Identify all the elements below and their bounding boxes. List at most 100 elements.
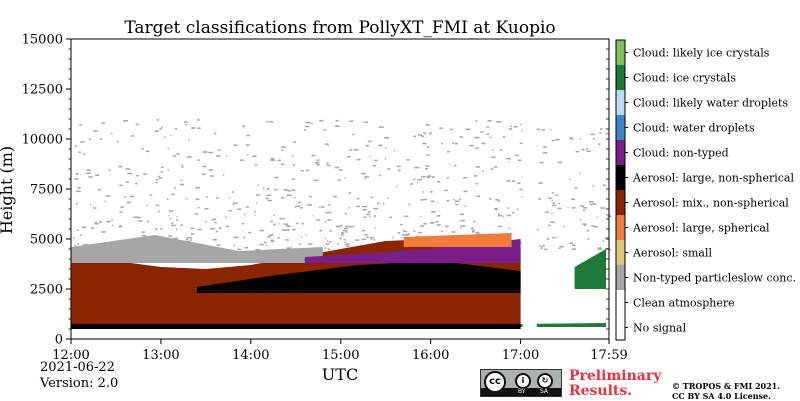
signal-speck xyxy=(233,202,238,204)
signal-speck xyxy=(465,128,470,130)
signal-speck xyxy=(239,248,241,251)
signal-speck xyxy=(552,202,555,205)
signal-speck xyxy=(581,148,585,151)
signal-speck xyxy=(418,231,422,234)
signal-speck xyxy=(459,136,463,138)
signal-speck xyxy=(365,144,370,147)
signal-speck xyxy=(105,195,111,197)
signal-speck xyxy=(244,247,249,249)
legend-label: Aerosol: large, non-spherical xyxy=(632,172,794,185)
signal-speck xyxy=(311,154,316,157)
signal-speck xyxy=(446,176,449,179)
signal-speck xyxy=(171,224,176,227)
signal-speck xyxy=(143,173,147,175)
signal-speck xyxy=(349,225,355,228)
signal-speck xyxy=(430,191,433,193)
signal-speck xyxy=(93,207,97,209)
signal-speck xyxy=(342,229,348,232)
signal-speck xyxy=(245,206,249,208)
signal-speck xyxy=(540,247,543,250)
signal-speck xyxy=(579,138,581,140)
signal-speck xyxy=(118,225,122,228)
signal-speck xyxy=(453,199,455,201)
signal-speck xyxy=(168,235,173,237)
signal-speck xyxy=(174,128,178,130)
signal-speck xyxy=(567,206,569,209)
signal-speck xyxy=(74,244,76,247)
signal-speck xyxy=(78,151,81,153)
signal-speck xyxy=(436,215,441,217)
plot-area xyxy=(71,39,612,339)
signal-speck xyxy=(316,163,320,166)
signal-speck xyxy=(155,204,159,207)
legend-swatch xyxy=(616,165,625,190)
signal-speck xyxy=(216,155,221,157)
signal-speck xyxy=(329,230,332,232)
signal-speck xyxy=(212,218,217,221)
signal-speck xyxy=(286,247,290,249)
signal-speck xyxy=(349,120,354,122)
signal-speck xyxy=(377,202,380,204)
signal-speck xyxy=(271,240,275,242)
signal-speck xyxy=(205,220,207,223)
signal-speck xyxy=(74,178,79,180)
x-tick-label: 17:59 xyxy=(590,348,627,363)
signal-speck xyxy=(265,197,269,200)
signal-speck xyxy=(517,159,522,161)
signal-speck xyxy=(413,178,416,181)
signal-speck xyxy=(158,175,160,178)
signal-speck xyxy=(294,197,296,199)
signal-speck xyxy=(101,231,106,233)
classification-layers xyxy=(71,233,606,329)
signal-speck xyxy=(444,225,449,228)
signal-speck xyxy=(387,168,391,170)
signal-speck xyxy=(571,138,574,141)
signal-speck xyxy=(406,159,410,161)
legend-label: Aerosol: small xyxy=(632,247,712,260)
signal-speck xyxy=(598,143,601,145)
by-label: BY xyxy=(518,388,526,395)
signal-speck xyxy=(266,188,270,190)
signal-speck xyxy=(474,136,480,139)
legend-swatch xyxy=(616,290,625,315)
legend-swatch xyxy=(616,40,625,65)
signal-speck xyxy=(555,194,559,196)
legend-label: Clean atmosphere xyxy=(633,297,735,310)
signal-speck xyxy=(495,199,500,201)
signal-speck xyxy=(138,220,143,222)
signal-speck xyxy=(167,147,170,150)
signal-speck xyxy=(378,126,384,128)
signal-speck xyxy=(452,142,455,144)
signal-speck xyxy=(323,129,326,131)
copyright-notice: © TROPOS & FMI 2021. CC BY SA 4.0 Licens… xyxy=(672,381,780,401)
legend-swatch xyxy=(616,265,625,290)
signal-speck xyxy=(464,205,467,207)
signal-speck xyxy=(603,184,607,187)
signal-speck xyxy=(197,228,202,231)
signal-speck xyxy=(130,135,134,137)
signal-speck xyxy=(586,150,591,152)
signal-speck xyxy=(539,245,542,247)
y-tick-label: 12500 xyxy=(22,83,63,98)
signal-speck xyxy=(141,148,144,150)
signal-speck xyxy=(216,197,219,199)
signal-speck xyxy=(547,224,551,227)
signal-speck xyxy=(240,159,244,161)
signal-speck xyxy=(125,168,131,170)
signal-speck xyxy=(188,139,190,141)
signal-speck xyxy=(454,202,456,205)
signal-speck xyxy=(135,182,138,185)
signal-speck xyxy=(327,248,331,251)
signal-speck xyxy=(366,236,369,238)
signal-speck xyxy=(551,212,553,215)
legend-swatch xyxy=(616,240,625,265)
signal-speck xyxy=(343,239,346,241)
signal-speck xyxy=(286,194,292,196)
signal-speck xyxy=(77,187,81,189)
signal-speck xyxy=(86,172,91,174)
signal-speck xyxy=(422,191,425,193)
signal-speck xyxy=(364,177,367,180)
signal-speck xyxy=(237,248,241,251)
no-signal-gap xyxy=(522,39,537,339)
signal-speck xyxy=(77,243,79,245)
